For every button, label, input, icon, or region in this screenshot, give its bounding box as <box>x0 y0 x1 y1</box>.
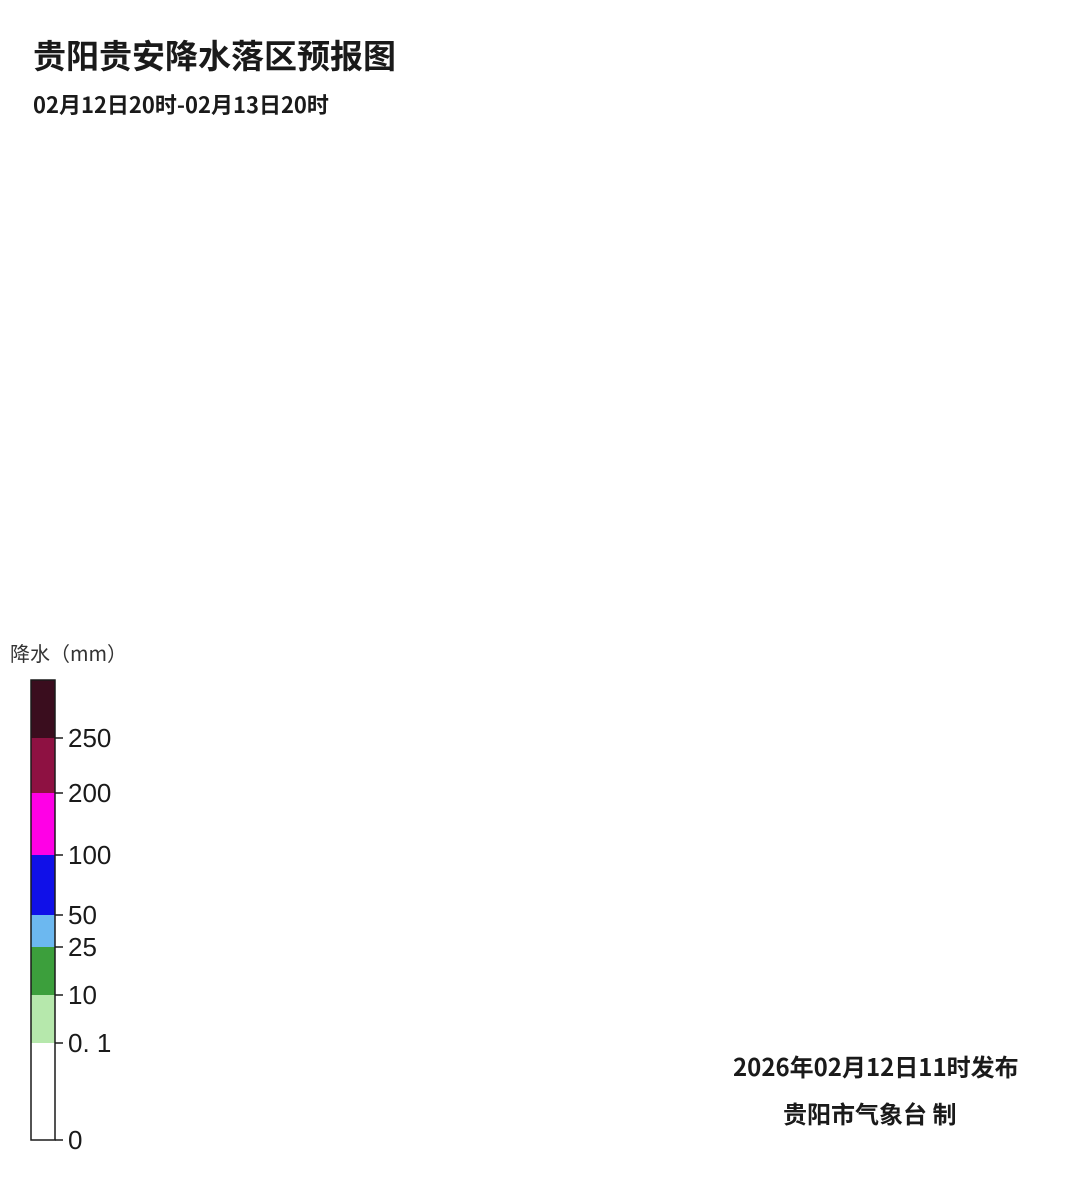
svg-text:10: 10 <box>68 980 97 1010</box>
svg-text:200: 200 <box>68 778 111 808</box>
svg-text:250: 250 <box>68 723 111 753</box>
svg-text:0. 1: 0. 1 <box>68 1028 111 1058</box>
svg-text:100: 100 <box>68 840 111 870</box>
svg-text:25: 25 <box>68 932 97 962</box>
svg-text:50: 50 <box>68 900 97 930</box>
svg-text:0: 0 <box>68 1125 82 1155</box>
